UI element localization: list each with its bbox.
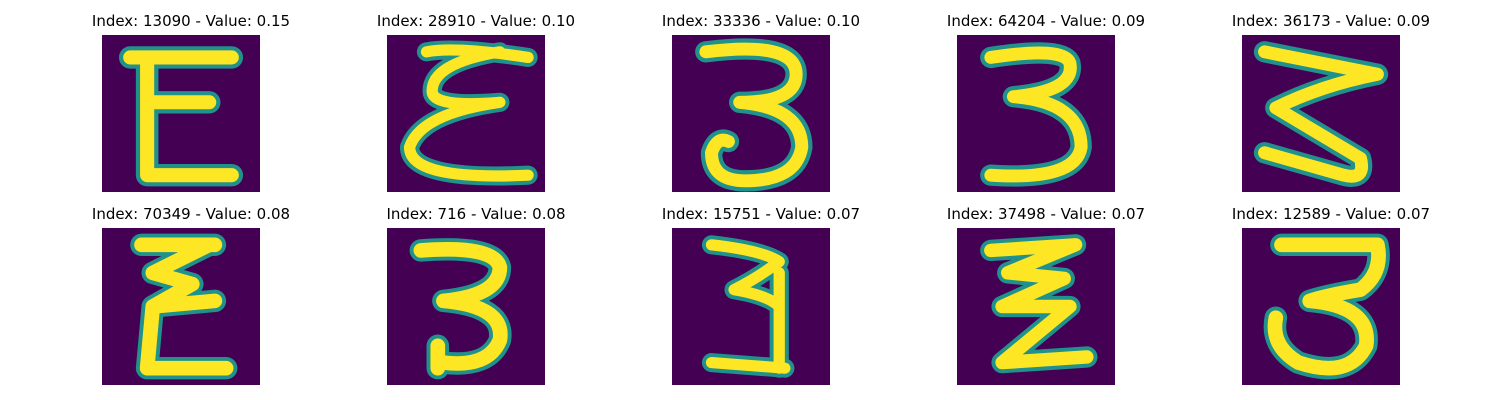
panel-title: Index: 13090 - Value: 0.15 [91, 12, 291, 30]
digit-image [672, 228, 830, 385]
panel-title: Index: 37498 - Value: 0.07 [946, 205, 1146, 223]
panel-title: Index: 36173 - Value: 0.09 [1231, 12, 1431, 30]
panel-title: Index: 716 - Value: 0.08 [386, 205, 566, 223]
digit-image [387, 228, 545, 385]
digit-image [1242, 35, 1400, 192]
panel-title: Index: 33336 - Value: 0.10 [661, 12, 861, 30]
panel-title: Index: 28910 - Value: 0.10 [376, 12, 576, 30]
digit-image [957, 228, 1115, 385]
digit-image [1242, 228, 1400, 385]
digit-image [387, 35, 545, 192]
panel-title: Index: 70349 - Value: 0.08 [91, 205, 291, 223]
panel-title: Index: 12589 - Value: 0.07 [1231, 205, 1431, 223]
digit-image [102, 228, 260, 385]
digit-image [672, 35, 830, 192]
panel-title: Index: 15751 - Value: 0.07 [661, 205, 861, 223]
digit-image [957, 35, 1115, 192]
digit-image [102, 35, 260, 192]
panel-title: Index: 64204 - Value: 0.09 [946, 12, 1146, 30]
